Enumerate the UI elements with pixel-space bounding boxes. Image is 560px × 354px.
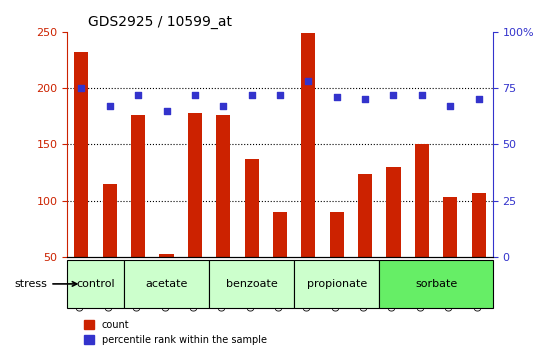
Text: sorbate: sorbate (415, 279, 457, 289)
Point (304, 79, 313, 84)
Bar (160, 253, 174, 313)
Point (332, 94, 341, 100)
Text: benzoate: benzoate (226, 279, 278, 289)
Bar (131, 115, 145, 313)
Bar (415, 144, 429, 313)
Text: acetate: acetate (145, 279, 188, 289)
Bar (216, 115, 230, 313)
Point (219, 103, 228, 109)
Bar (472, 193, 486, 313)
Bar (386, 167, 400, 313)
Bar (102, 184, 117, 313)
FancyBboxPatch shape (294, 259, 379, 308)
Point (446, 103, 455, 109)
Text: control: control (76, 279, 115, 289)
Point (190, 92, 199, 98)
FancyBboxPatch shape (379, 259, 493, 308)
Bar (301, 33, 315, 313)
Bar (443, 197, 458, 313)
Text: propionate: propionate (307, 279, 367, 289)
Point (389, 92, 398, 98)
Point (247, 92, 256, 98)
Text: GDS2925 / 10599_at: GDS2925 / 10599_at (88, 16, 232, 29)
Bar (330, 212, 344, 313)
Point (162, 108, 171, 114)
Point (105, 103, 114, 109)
Bar (245, 159, 259, 313)
Bar (358, 174, 372, 313)
FancyBboxPatch shape (209, 259, 294, 308)
Point (134, 92, 143, 98)
FancyBboxPatch shape (67, 259, 124, 308)
Text: stress: stress (15, 279, 77, 289)
Bar (74, 52, 88, 313)
Bar (188, 113, 202, 313)
Point (77, 85, 86, 91)
Bar (273, 212, 287, 313)
Legend: count, percentile rank within the sample: count, percentile rank within the sample (81, 316, 271, 348)
FancyBboxPatch shape (124, 259, 209, 308)
Point (276, 92, 284, 98)
Point (361, 97, 370, 102)
Point (474, 97, 483, 102)
Point (417, 92, 426, 98)
